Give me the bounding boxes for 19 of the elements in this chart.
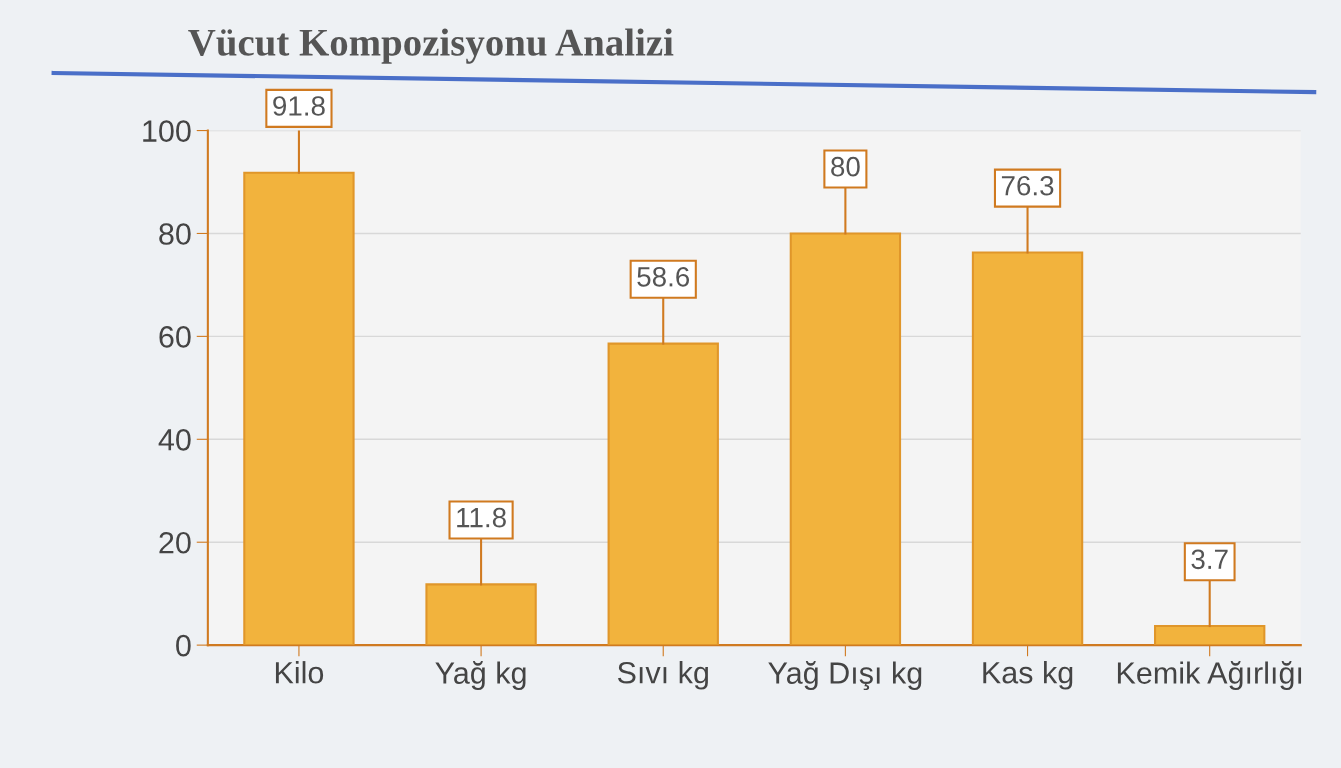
data-label: 58.6 (637, 266, 690, 287)
y-tick-label: 60 (159, 326, 191, 348)
data-label: 3.7 (1191, 549, 1228, 570)
x-tick-label: Yağ kg (435, 661, 526, 690)
chart-title: Vücut Kompozisyonu Analizi (188, 28, 674, 64)
data-label: 80 (831, 156, 860, 177)
y-tick-label: 0 (176, 634, 191, 657)
x-tick-label: Sıvı kg (617, 661, 708, 690)
data-label: 91.8 (273, 96, 325, 116)
y-tick-label: 80 (159, 223, 191, 245)
y-tick-label: 40 (158, 429, 191, 451)
data-label: 76.3 (1001, 175, 1054, 196)
y-tick-label: 20 (159, 531, 191, 554)
x-tick-label: Kas kg (983, 661, 1073, 690)
x-tick-label: Kilo (275, 661, 324, 684)
data-label: 11.8 (457, 507, 506, 528)
y-tick-label: 100 (143, 120, 191, 142)
x-tick-label: Kemik Ağırlığı (1117, 661, 1302, 690)
x-tick-label: Yağ Dışı kg (768, 661, 922, 691)
